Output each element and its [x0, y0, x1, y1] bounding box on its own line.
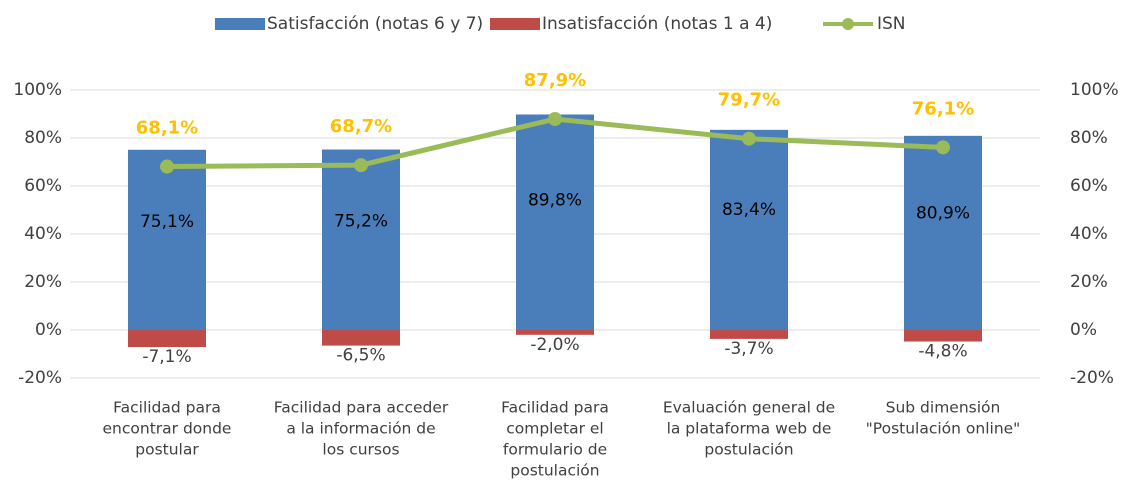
x-tick-label: a la información de [286, 420, 435, 438]
legend-swatch [215, 18, 265, 30]
y2-tick-label: 80% [1070, 128, 1108, 148]
isn-label: 79,7% [718, 90, 780, 111]
x-tick-label: formulario de [503, 441, 607, 459]
isn-point [160, 159, 174, 174]
y-tick-label: 40% [24, 224, 62, 244]
x-tick-label: completar el [506, 420, 604, 438]
y-tick-label: 80% [24, 128, 62, 148]
y2-tick-label: 0% [1070, 320, 1097, 340]
y2-tick-label: 20% [1070, 272, 1108, 292]
isn-point [354, 158, 368, 173]
x-tick-label: la plataforma web de [667, 420, 832, 438]
bar-label: -2,0% [530, 335, 579, 355]
x-tick-label: Facilidad para [113, 399, 221, 417]
y2-tick-label: 40% [1070, 224, 1108, 244]
isn-label: 68,1% [136, 118, 198, 139]
y2-tick-label: 60% [1070, 176, 1108, 196]
legend-label: ISN [877, 14, 906, 34]
y-tick-label: 60% [24, 176, 62, 196]
isn-point [936, 140, 950, 155]
x-tick-label: Facilidad para [501, 399, 609, 417]
x-tick-label: Facilidad para acceder [274, 399, 449, 417]
bar-label: 75,2% [334, 212, 388, 232]
isn-point [742, 131, 756, 146]
legend-swatch [842, 18, 854, 30]
y-tick-label: -20% [18, 368, 62, 388]
legend-label: Satisfacción (notas 6 y 7) [267, 14, 483, 34]
x-tick-label: postulación [510, 462, 599, 480]
bar [710, 129, 788, 330]
bar-label: 89,8% [528, 191, 582, 211]
isn-label: 68,7% [330, 116, 392, 137]
x-tick-label: Sub dimensión [886, 399, 1001, 417]
y-tick-label: 100% [13, 80, 62, 100]
bar-label: -7,1% [142, 347, 191, 367]
bar [128, 330, 206, 348]
x-tick-label: encontrar donde [103, 420, 232, 438]
bar-label: 75,1% [140, 212, 194, 232]
x-tick-label: "Postulación online" [866, 420, 1021, 438]
isn-label: 76,1% [912, 98, 974, 119]
bar [710, 330, 788, 339]
legend-label: Insatisfacción (notas 1 a 4) [542, 14, 772, 34]
bar [904, 330, 982, 342]
x-tick-label: Evaluación general de [663, 399, 835, 417]
bar-label: 83,4% [722, 200, 776, 220]
bar-label: -6,5% [336, 346, 385, 366]
y2-tick-label: -20% [1070, 368, 1114, 388]
bar [516, 330, 594, 335]
x-tick-label: postular [135, 441, 199, 459]
y2-tick-label: 100% [1070, 80, 1119, 100]
bar [322, 149, 400, 330]
bar [516, 114, 594, 330]
bar [904, 135, 982, 330]
legend-swatch [490, 18, 540, 30]
isn-point [548, 112, 562, 127]
x-tick-label: los cursos [322, 441, 399, 459]
x-tick-label: postulación [704, 441, 793, 459]
bar [322, 330, 400, 346]
bar [128, 149, 206, 330]
bar-label: -3,7% [724, 339, 773, 359]
y-tick-label: 20% [24, 272, 62, 292]
isn-label: 87,9% [524, 70, 586, 91]
y-tick-label: 0% [35, 320, 62, 340]
bar-label: -4,8% [918, 342, 967, 362]
bar-label: 80,9% [916, 204, 970, 224]
